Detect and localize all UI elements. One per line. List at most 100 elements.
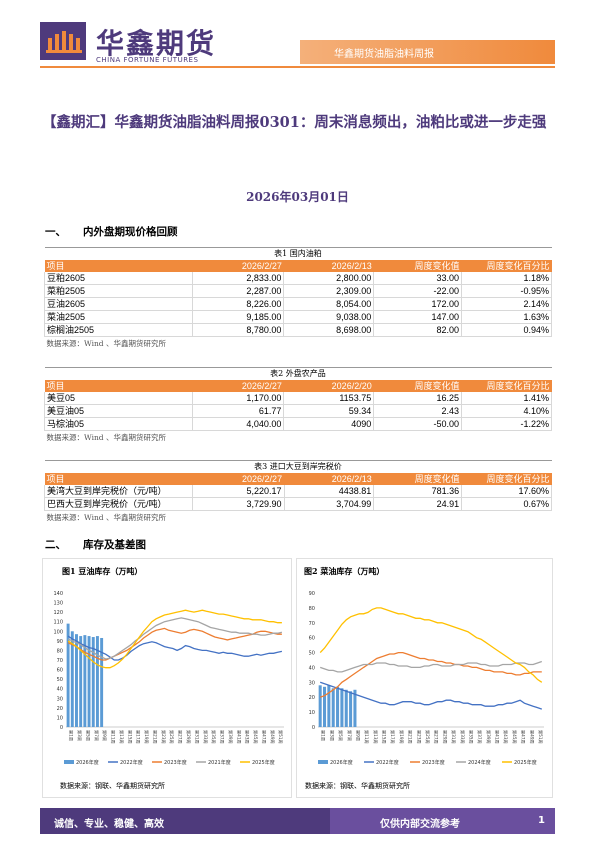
table-row: 豆油2605 8,226.00 8,054.00 172.00 2.14%: [44, 297, 552, 311]
x-tick-label: 第49周: [269, 730, 276, 744]
bar: [75, 634, 78, 727]
series-line: [319, 651, 542, 698]
legend-swatch: [318, 760, 328, 764]
chart-title: 图1 豆油库存（万吨）: [62, 566, 143, 576]
x-tick-label: 第29周: [185, 730, 192, 744]
legend-label: 2023年度: [422, 759, 445, 766]
section-title: 库存及基差图: [83, 539, 146, 551]
y-tick-label: 10: [57, 715, 63, 721]
table-cell: 豆粕2605: [44, 272, 193, 285]
table-row: 巴西大豆到岸完税价（元/吨） 3,729.90 3,704.99 24.91 0.67%: [44, 497, 552, 511]
table-cell: 1.18%: [461, 272, 552, 285]
column-header: 2026/2/27: [192, 260, 284, 272]
x-tick-label: 第33周: [459, 730, 466, 744]
y-tick-label: 50: [57, 677, 63, 683]
section-number: 二、: [45, 539, 66, 551]
column-header: 周度变化值: [373, 380, 462, 392]
header-band: [300, 40, 555, 64]
x-tick-label: 第15周: [381, 730, 388, 744]
table-cell: 2,833.00: [192, 272, 285, 285]
x-tick-label: 第27周: [433, 730, 440, 744]
x-tick-label: 第31周: [193, 730, 200, 744]
table-row: 菜油2505 9,185.00 9,038.00 147.00 1.63%: [44, 310, 552, 324]
bar: [95, 636, 99, 727]
bar: [91, 637, 95, 727]
table-row: 菜粕2505 2,287.00 2,309.00 -22.00 -0.95%: [44, 284, 552, 298]
x-tick-label: 第39周: [485, 730, 492, 744]
series-line: [67, 627, 282, 661]
x-tick-label: 第45周: [511, 730, 518, 744]
company-logo-icon: [40, 22, 86, 60]
x-tick-label: 第37周: [476, 730, 483, 744]
x-tick-label: 第41周: [235, 730, 242, 744]
legend-label: 2022年度: [120, 759, 143, 766]
table-cell: 147.00: [373, 310, 463, 324]
table-cell: 3,704.99: [284, 497, 375, 511]
y-tick-label: 100: [53, 629, 63, 635]
column-header: 2026/2/27: [192, 473, 285, 485]
x-tick-label: 第41周: [494, 730, 501, 744]
table-cell: 24.91: [373, 497, 463, 511]
page-number: 1: [538, 815, 545, 826]
chart-source: 数据来源：钢联、华鑫期货研究所: [60, 782, 165, 790]
table-cell: 0.67%: [461, 497, 552, 511]
table-source: 数据来源：Wind 、华鑫期货研究所: [44, 510, 552, 525]
company-name-english: CHINA FORTUNE FUTURES: [96, 56, 199, 64]
table-cell: 3,729.90: [192, 497, 285, 511]
section-heading-inventory: 二、 库存及基差图: [45, 537, 146, 552]
y-tick-label: 40: [57, 687, 63, 693]
series-line: [67, 609, 282, 669]
series-line: [319, 681, 543, 710]
chart-soybean-oil-inventory: 0 10 20 30 40 50 60 70 80 90 100 110 120 130 140 第1周 第3周…: [53, 591, 284, 766]
bar: [87, 636, 91, 727]
y-tick-label: 70: [309, 621, 315, 627]
y-tick-label: 130: [53, 601, 63, 607]
x-tick-label: 第45周: [252, 730, 259, 744]
column-header: 周度变化百分比: [461, 473, 552, 485]
document-date: 2026年03月01日: [246, 190, 349, 204]
table-cell: -50.00: [373, 417, 463, 431]
table-cell: 17.60%: [461, 485, 552, 498]
y-tick-label: 0: [60, 725, 63, 731]
x-tick-label: 第13周: [372, 730, 379, 744]
bar: [327, 685, 331, 727]
table-cell: 8,054.00: [283, 297, 375, 311]
x-tick-label: 第17周: [135, 730, 142, 744]
table-cell: 4,040.00: [192, 417, 285, 431]
bar: [344, 689, 348, 727]
x-tick-label: 第25周: [168, 730, 175, 744]
table-cell: 9,038.00: [283, 310, 375, 324]
table-cell: 1153.75: [283, 392, 375, 405]
table-cell: 菜油2505: [44, 310, 193, 324]
footer-notice: 仅供内部交流参考: [380, 819, 460, 830]
chart-title: 图2 菜油库存（万吨）: [304, 566, 385, 576]
x-tick-label: 第51周: [537, 730, 544, 744]
table-cell: 1,170.00: [192, 392, 285, 405]
x-tick-label: 第27周: [177, 730, 184, 744]
table-cell: 巴西大豆到岸完税价（元/吨）: [44, 497, 193, 511]
table-cell: 2,800.00: [283, 272, 375, 285]
bar: [79, 636, 83, 727]
column-header: 周度变化百分比: [461, 380, 552, 392]
column-header: 项目: [44, 473, 193, 485]
table-cell: 5,220.17: [192, 485, 285, 498]
x-tick-label: 第5周: [337, 730, 344, 741]
footer-accent: [330, 808, 555, 834]
x-tick-label: 第43周: [502, 730, 509, 744]
table-caption: 表2 外盘农产品: [44, 367, 552, 380]
table-foreign-agri: 表2 外盘农产品 项目 2026/2/27 2026/2/20 周度变化值 周度…: [44, 367, 552, 445]
legend-swatch: [64, 760, 74, 764]
column-header: 项目: [44, 380, 193, 392]
header-divider: [40, 66, 555, 68]
x-tick-label: 第15周: [126, 730, 133, 744]
table-cell: 美湾大豆到岸完税价（元/吨）: [44, 485, 193, 498]
section-heading-prices: 一、 内外盘期现价格回顾: [45, 224, 178, 239]
table-row: 美豆05 1,170.00 1153.75 16.25 1.41%: [44, 392, 552, 405]
table-cell: 豆油2605: [44, 297, 193, 311]
x-tick-label: 第51周: [277, 730, 284, 744]
bar: [353, 689, 357, 727]
legend-label: 2021年度: [208, 759, 231, 766]
x-tick-label: 第47周: [520, 730, 527, 744]
table-row: 美湾大豆到岸完税价（元/吨） 5,220.17 4438.81 781.36 17.60…: [44, 485, 552, 498]
